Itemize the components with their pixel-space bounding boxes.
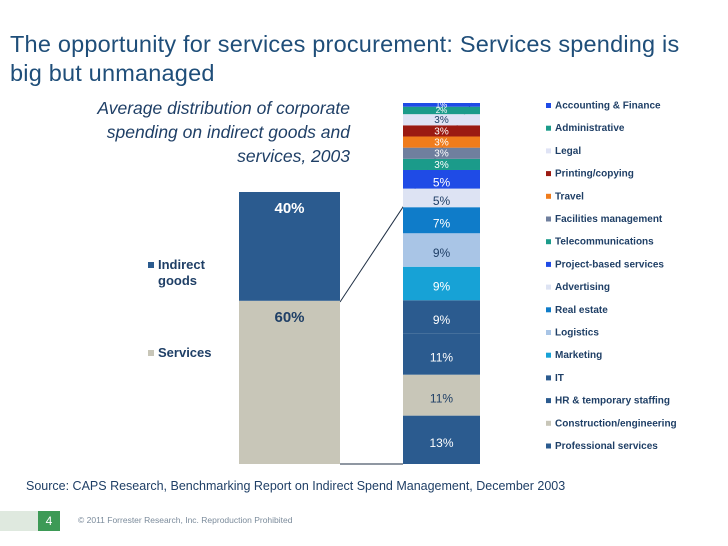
services-segment-professional-services: [403, 415, 480, 464]
services-segment-marketing: [403, 266, 480, 301]
services-segment-hr-temporary-staffing: [403, 333, 480, 375]
legend-swatch: [546, 375, 551, 381]
legend-swatch: [546, 330, 551, 335]
legend-swatch: [546, 443, 551, 449]
services-segment-construction-engineering: [403, 374, 480, 416]
legend-swatch: [546, 125, 551, 131]
services-segment-logistics: [403, 233, 480, 267]
legend-label: Logistics: [555, 328, 599, 339]
main-legend: Indirect goods Services: [148, 257, 212, 360]
legend-swatch: [546, 171, 551, 177]
services-legend: Accounting & Finance Administrative Legal P…: [546, 101, 677, 452]
legend-label: Project-based services: [555, 259, 664, 270]
services-segment-label: 3%: [434, 126, 449, 137]
legend-swatch: [546, 193, 551, 199]
legend-swatch: [546, 420, 551, 426]
services-segment-label: 7%: [433, 216, 451, 230]
legend-label: Indirect goods: [158, 257, 206, 288]
services-segment-administrative: [403, 106, 480, 115]
main-stacked-bar: 60% 40%: [239, 192, 340, 464]
services-segment-accounting-finance: [403, 103, 480, 107]
legend-swatch: [546, 239, 551, 245]
legend-swatch: [546, 307, 551, 313]
services-segment-printing-copying: [403, 125, 480, 137]
services-breakdown-bar: 13%11%11%9%9%9%7%5%5%3%3%3%3%3%2%1%: [403, 101, 480, 464]
legend-label: Administrative: [555, 123, 625, 134]
services-segment-travel: [403, 136, 480, 148]
services-segment-label: 11%: [430, 350, 453, 364]
legend-label: Advertising: [555, 282, 610, 293]
legend-label: Construction/engineering: [555, 418, 677, 429]
services-segment-real-estate: [403, 207, 480, 234]
legend-swatch: [148, 350, 154, 356]
legend-label: Marketing: [555, 350, 602, 361]
legend-label: Travel: [555, 191, 584, 202]
services-segment-label: 3%: [434, 149, 449, 160]
legend-label: Legal: [555, 146, 581, 157]
main-bar-segment-indirect-goods: [239, 192, 340, 301]
legend-swatch: [546, 352, 551, 358]
services-segment-label: 2%: [436, 106, 448, 115]
slide-title: The opportunity for services procurement…: [10, 31, 680, 86]
services-segment-label: 11%: [430, 391, 453, 405]
main-bar-segment-services: [239, 300, 340, 464]
services-segment-label: 5%: [433, 194, 451, 208]
services-segment-facilities-management: [403, 147, 480, 159]
services-segment-advertising: [403, 188, 480, 208]
legend-label: Accounting & Finance: [555, 101, 661, 112]
legend-label: Facilities management: [555, 214, 663, 225]
legend-swatch: [546, 148, 551, 154]
services-segment-project-based-services: [403, 169, 480, 189]
services-segment-label: 9%: [433, 280, 451, 294]
services-segment-legal: [403, 114, 480, 126]
legend-swatch: [546, 398, 551, 404]
main-bar-label: 60%: [274, 309, 304, 326]
main-bar-label: 40%: [274, 200, 304, 217]
legend-label: Telecommunications: [555, 237, 654, 248]
legend-swatch: [546, 261, 551, 267]
legend-swatch: [546, 103, 551, 108]
legend-label: HR & temporary staffing: [555, 396, 670, 407]
services-segment-telecommunications: [403, 158, 480, 170]
services-segment-it: [403, 300, 480, 334]
services-segment-label: 9%: [433, 313, 451, 327]
services-segment-label: 1%: [436, 101, 448, 110]
services-segment-label: 5%: [433, 175, 451, 189]
services-segment-label: 13%: [429, 436, 453, 450]
copyright-notice: © 2011 Forrester Research, Inc. Reproduc…: [78, 515, 293, 525]
legend-swatch: [148, 262, 154, 268]
legend-swatch: [546, 284, 551, 290]
services-segment-label: 3%: [434, 160, 449, 171]
legend-swatch: [546, 216, 551, 222]
legend-label: Services: [158, 345, 212, 360]
services-segment-label: 9%: [433, 246, 451, 260]
services-segment-label: 3%: [434, 138, 449, 149]
source-note: Source: CAPS Research, Benchmarking Repo…: [26, 479, 566, 493]
footer-accent: [0, 511, 38, 531]
legend-label: Professional services: [555, 441, 658, 452]
page-number: 4: [38, 511, 60, 531]
legend-label: IT: [555, 373, 564, 384]
legend-label: Real estate: [555, 305, 608, 316]
chart-subtitle: Average distribution of corporate spendi…: [97, 98, 350, 166]
services-segment-label: 3%: [434, 115, 449, 126]
legend-label: Printing/copying: [555, 169, 634, 180]
